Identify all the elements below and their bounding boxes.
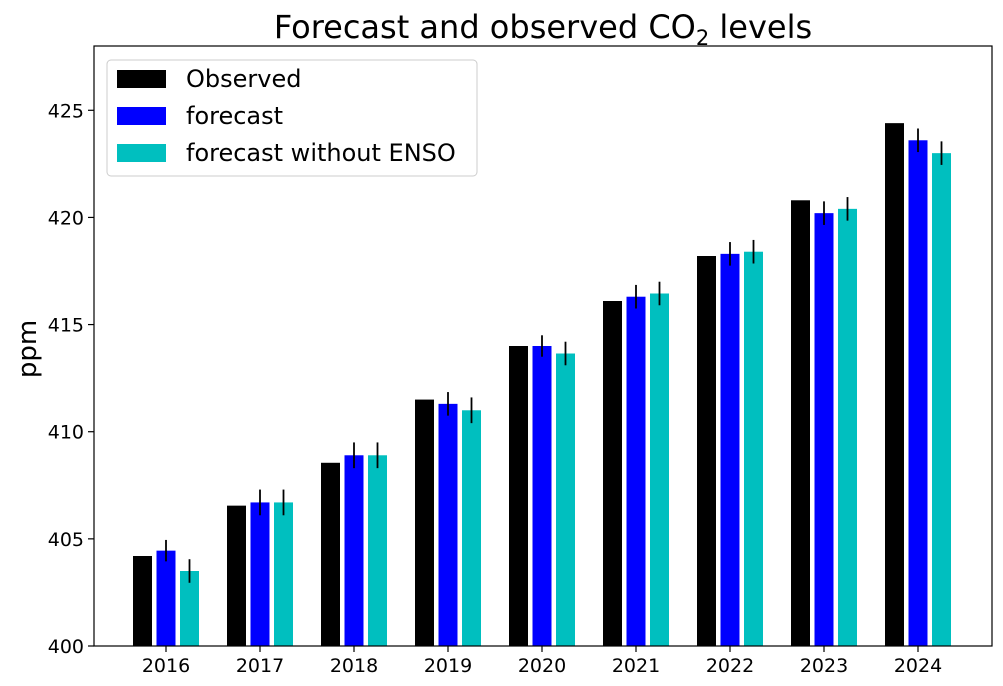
bar (791, 200, 810, 647)
bar (720, 253, 740, 646)
y-tick-label: 415 (48, 315, 84, 337)
x-tick-label: 2022 (706, 655, 754, 677)
chart-title: Forecast and observed CO2 levels (274, 8, 812, 50)
chart-title-subscript: 2 (696, 26, 709, 50)
legend-label: forecast (186, 102, 283, 130)
legend-swatch (117, 70, 166, 88)
x-tick-label: 2021 (612, 655, 660, 677)
bar (908, 140, 928, 647)
bar (274, 502, 293, 646)
bar (415, 399, 434, 646)
bar (744, 251, 763, 646)
y-axis-label: ppm (13, 320, 43, 378)
bar (321, 462, 340, 646)
legend: Observed forecast forecast without ENSO (106, 59, 478, 177)
bar (697, 256, 716, 646)
bar (344, 455, 364, 646)
y-tick-label: 400 (48, 636, 84, 658)
bar (250, 502, 270, 646)
bar (650, 293, 669, 646)
x-tick-label: 2023 (800, 655, 848, 677)
bar (885, 123, 904, 646)
x-tick-label: 2020 (518, 655, 566, 677)
x-tick-label: 2019 (424, 655, 472, 677)
bar (227, 505, 246, 646)
y-axis: 400 405 410 415 420 425 (48, 100, 94, 658)
y-tick-label: 405 (48, 529, 84, 551)
bar (932, 153, 951, 646)
plot-frame (93, 45, 993, 647)
bar (368, 455, 387, 646)
chart-title-suffix: levels (709, 8, 812, 46)
x-axis: 2016 2017 2018 2019 2020 2021 2022 2023 2024 (142, 646, 942, 677)
legend-box (106, 59, 478, 177)
x-tick-label: 2024 (894, 655, 942, 677)
bar (626, 296, 646, 646)
bar (838, 208, 857, 646)
legend-label: forecast without ENSO (186, 139, 456, 167)
legend-swatch (117, 144, 166, 162)
y-tick-label: 420 (48, 207, 84, 229)
legend-label: Observed (186, 65, 301, 93)
bar (556, 353, 575, 646)
errorbars-layer (165, 128, 943, 583)
bar (133, 556, 152, 646)
x-tick-label: 2016 (142, 655, 190, 677)
bar (180, 571, 199, 646)
chart-title-main: Forecast and observed CO (274, 8, 696, 46)
y-tick-label: 410 (48, 422, 84, 444)
bar (814, 213, 834, 646)
bar (532, 346, 552, 646)
legend-swatch (117, 107, 166, 125)
bar (603, 301, 622, 646)
bar (462, 410, 481, 646)
bars-layer (133, 123, 951, 647)
bar (509, 346, 528, 646)
bar (438, 403, 458, 646)
x-tick-label: 2018 (330, 655, 378, 677)
bar (156, 550, 176, 646)
x-tick-label: 2017 (236, 655, 284, 677)
y-tick-label: 425 (48, 100, 84, 122)
